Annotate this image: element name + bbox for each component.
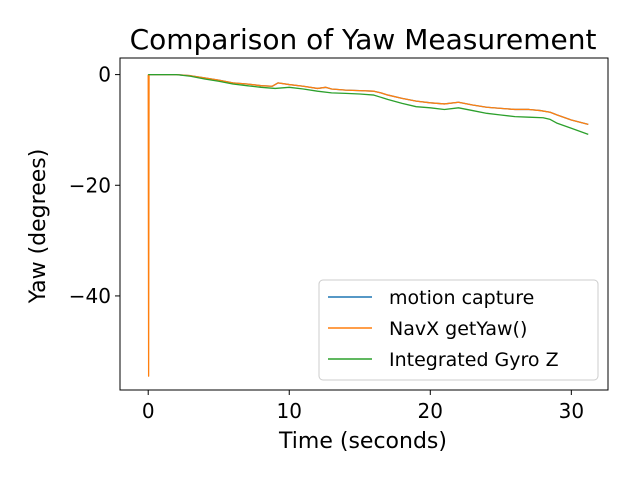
series-line-2 bbox=[147, 73, 589, 377]
legend: motion capture NavX getYaw() Integrated Gy… bbox=[318, 279, 599, 381]
y-axis-ticks: 0 −20 −40 bbox=[69, 63, 120, 308]
x-axis-label: Time (seconds) bbox=[278, 429, 447, 454]
y-tick-label: −40 bbox=[69, 284, 111, 308]
legend-entries: motion capture NavX getYaw() Integrated Gy… bbox=[328, 287, 559, 371]
legend-label-3: Integrated Gyro Z bbox=[389, 349, 559, 371]
plot-area-frame bbox=[119, 57, 609, 391]
plot-lines bbox=[147, 73, 589, 377]
legend-box bbox=[318, 279, 599, 381]
legend-label-2: NavX getYaw() bbox=[389, 318, 527, 340]
series-line-3 bbox=[148, 73, 589, 135]
x-tick-label: 30 bbox=[559, 399, 584, 423]
x-axis-ticks: 0 10 20 30 bbox=[142, 390, 584, 423]
y-tick-label: −20 bbox=[69, 173, 111, 197]
x-tick-label: 10 bbox=[277, 399, 302, 423]
y-tick-label: 0 bbox=[98, 63, 111, 87]
x-tick-label: 20 bbox=[418, 399, 443, 423]
x-tick-label: 0 bbox=[142, 399, 155, 423]
legend-label-1: motion capture bbox=[389, 287, 534, 309]
y-axis-label: Yaw (degrees) bbox=[26, 149, 51, 305]
chart-title: Comparison of Yaw Measurement bbox=[130, 23, 597, 56]
